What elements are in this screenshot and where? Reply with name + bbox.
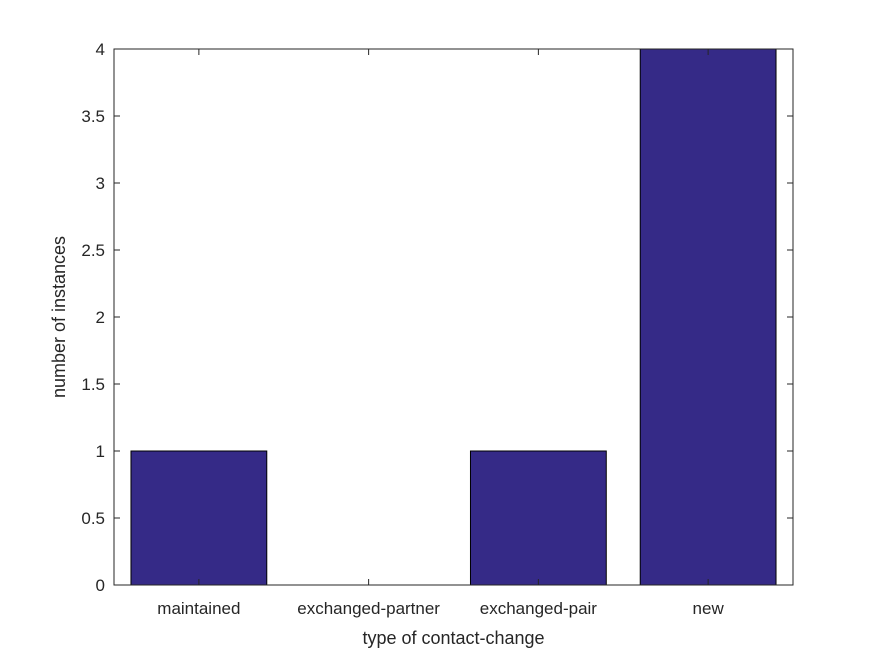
y-axis-label: number of instances: [49, 236, 69, 398]
y-tick-label: 4: [96, 40, 105, 59]
y-tick-label: 1: [96, 442, 105, 461]
y-tick-label: 3: [96, 174, 105, 193]
bar-exchanged-pair: [469, 450, 607, 586]
x-axis-label: type of contact-change: [362, 628, 544, 648]
x-tick-label: new: [693, 599, 725, 618]
y-tick-label: 2: [96, 308, 105, 327]
bars: [130, 48, 777, 586]
x-tick-label: exchanged-partner: [297, 599, 440, 618]
bar-maintained: [130, 450, 268, 586]
y-tick-label: 1.5: [81, 375, 105, 394]
y-tick-label: 0: [96, 576, 105, 595]
y-tick-label: 3.5: [81, 107, 105, 126]
ticks: maintained exchanged-partner exchanged-pai…: [81, 40, 793, 618]
x-tick-label: maintained: [157, 599, 240, 618]
bar-new: [639, 48, 777, 586]
y-tick-label: 2.5: [81, 241, 105, 260]
y-tick-label: 0.5: [81, 509, 105, 528]
x-tick-label: exchanged-pair: [480, 599, 598, 618]
